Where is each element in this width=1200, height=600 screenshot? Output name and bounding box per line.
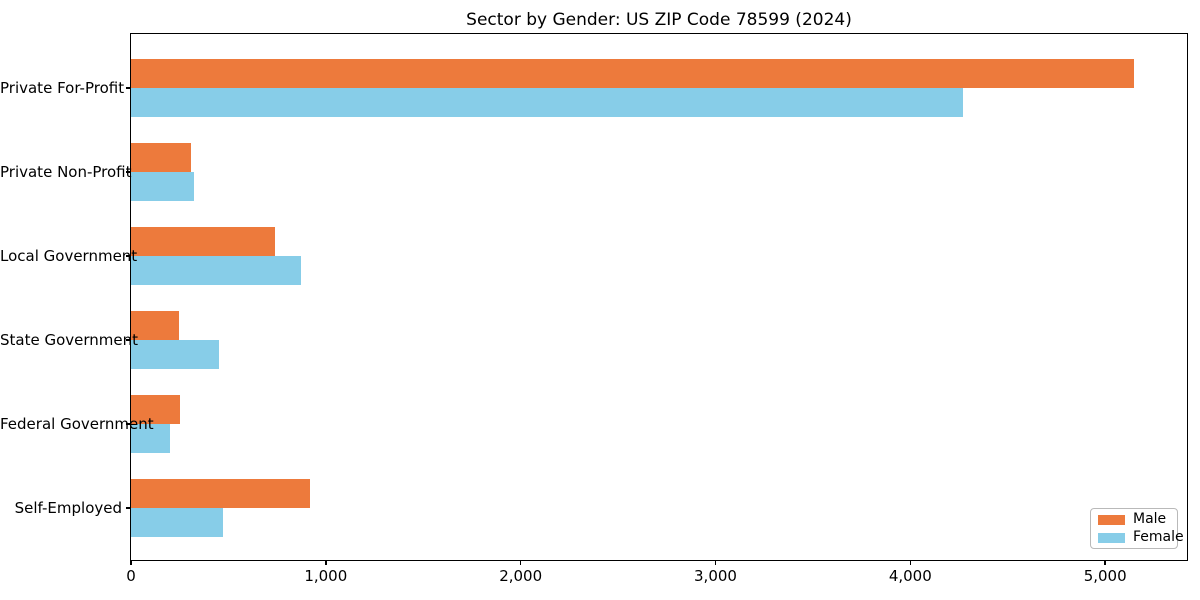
y-tick-label: Private For-Profit [0, 79, 125, 97]
bar-male-6 [131, 479, 311, 508]
x-tick [714, 560, 717, 565]
bar-male-3 [131, 227, 276, 256]
y-tick-label: Federal Government [0, 415, 154, 433]
x-tick-label: 5,000 [1083, 567, 1127, 585]
chart-title: Sector by Gender: US ZIP Code 78599 (202… [466, 10, 852, 30]
bar-female-3 [131, 256, 301, 285]
y-tick [126, 171, 131, 173]
bar-male-2 [131, 143, 192, 172]
y-tick [126, 507, 131, 509]
legend: Male Female [1090, 508, 1184, 549]
legend-item-female: Female [1098, 530, 1184, 545]
x-tick [325, 560, 327, 565]
y-tick [126, 255, 131, 257]
x-tick [909, 560, 912, 565]
x-tick-label: 4,000 [888, 567, 932, 585]
y-tick [126, 339, 131, 341]
x-tick [130, 560, 132, 565]
legend-swatch-male [1098, 514, 1125, 525]
legend-label: Female [1133, 529, 1184, 545]
legend-label: Male [1133, 511, 1167, 527]
x-tick-label: 0 [126, 567, 136, 585]
legend-swatch-female [1098, 532, 1125, 543]
bar-female-4 [131, 340, 219, 369]
x-tick [519, 560, 522, 565]
x-tick-label: 2,000 [499, 567, 543, 585]
bar-female-6 [131, 508, 223, 537]
y-tick-label: State Government [0, 331, 139, 349]
bar-female-1 [131, 88, 963, 117]
plot-area [129, 32, 1188, 561]
bar-male-4 [131, 311, 179, 340]
x-tick-label: 1,000 [304, 567, 348, 585]
bar-male-5 [131, 395, 180, 424]
y-tick-label: Private Non-Profit [0, 163, 132, 181]
legend-item-male: Male [1098, 512, 1171, 527]
bar-female-5 [131, 424, 170, 453]
y-tick [126, 87, 131, 89]
y-tick-label: Local Government [0, 247, 138, 265]
x-tick-label: 3,000 [694, 567, 737, 585]
bar-female-2 [131, 172, 195, 201]
x-tick [1104, 560, 1106, 565]
bar-male-1 [131, 59, 1135, 88]
y-tick [126, 423, 131, 425]
y-tick-label: Self-Employed [14, 499, 122, 517]
